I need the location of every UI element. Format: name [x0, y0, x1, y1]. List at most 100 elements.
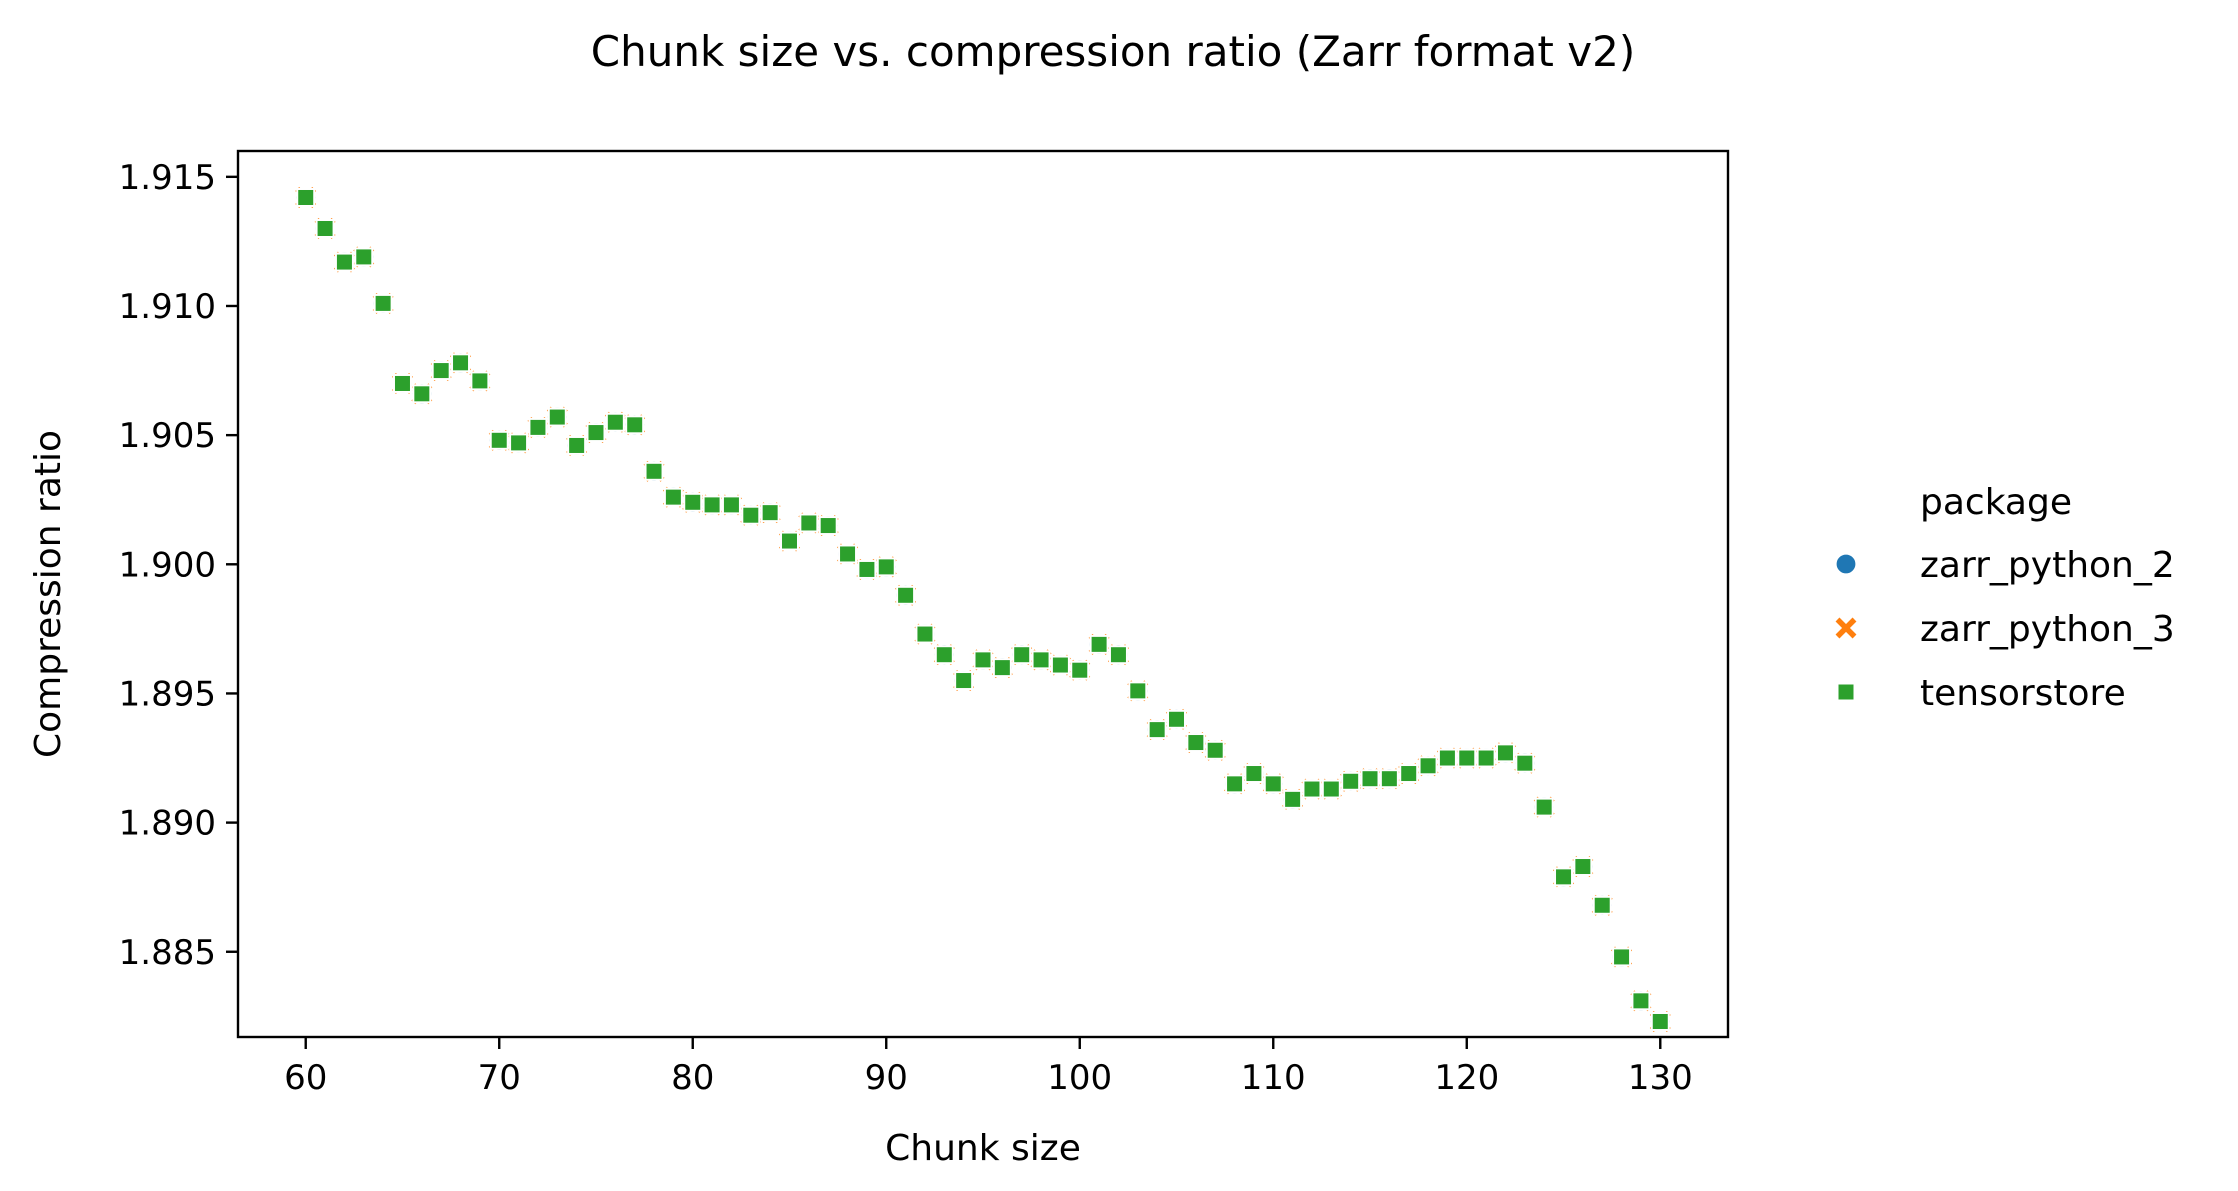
- data-point: [412, 384, 432, 404]
- data-point: [392, 373, 412, 393]
- data-point: [1534, 797, 1554, 817]
- data-point: [1302, 779, 1322, 799]
- data-point: [1554, 867, 1574, 887]
- data-point: [818, 516, 838, 536]
- data-point: [315, 218, 335, 238]
- data-point: [1399, 764, 1419, 784]
- data-point: [470, 371, 490, 391]
- data-point: [1592, 895, 1612, 915]
- data-point: [954, 671, 974, 691]
- series-zarr_python_2: [294, 185, 1672, 1034]
- data-point: [663, 487, 683, 507]
- data-point: [489, 430, 509, 450]
- x-tick-label: 80: [671, 1058, 714, 1098]
- data-point: [547, 407, 567, 427]
- data-point: [509, 433, 529, 453]
- data-point: [1379, 769, 1399, 789]
- data-point: [644, 461, 664, 481]
- data-point: [296, 187, 316, 207]
- data-point: [1631, 991, 1651, 1011]
- data-point: [605, 412, 625, 432]
- y-tick-label: 1.905: [119, 416, 216, 456]
- data-point: [1186, 733, 1206, 753]
- data-point: [1089, 634, 1109, 654]
- y-tick-label: 1.895: [119, 674, 216, 714]
- data-point: [779, 531, 799, 551]
- data-point: [1437, 748, 1457, 768]
- y-axis-label: Compression ratio: [28, 430, 69, 758]
- chart-title: Chunk size vs. compression ratio (Zarr f…: [591, 27, 1635, 76]
- data-point: [838, 544, 858, 564]
- data-point: [334, 252, 354, 272]
- data-point: [1650, 1012, 1670, 1032]
- x-tick-label: 100: [1047, 1058, 1112, 1098]
- y-tick-label: 1.910: [119, 287, 216, 327]
- legend-label: zarr_python_2: [1920, 545, 2175, 586]
- x-tick-label: 70: [478, 1058, 521, 1098]
- legend-title: package: [1920, 482, 2072, 523]
- data-point: [373, 293, 393, 313]
- data-point: [1263, 774, 1283, 794]
- data-point: [1147, 720, 1167, 740]
- series-zarr_python_3: [294, 185, 1672, 1034]
- y-tick-label: 1.890: [119, 804, 216, 844]
- data-points: [294, 185, 1672, 1034]
- data-point: [683, 492, 703, 512]
- data-point: [702, 495, 722, 515]
- data-point: [799, 513, 819, 533]
- data-point: [915, 624, 935, 644]
- data-point: [876, 557, 896, 577]
- legend: package zarr_python_2 zarr_python_3tensor…: [1834, 482, 2175, 714]
- data-point: [973, 650, 993, 670]
- legend-marker-tensorstore: [1836, 682, 1856, 702]
- data-point: [1360, 769, 1380, 789]
- x-tick-label: 120: [1434, 1058, 1499, 1098]
- data-point: [1495, 743, 1515, 763]
- data-point: [1515, 753, 1535, 773]
- x-tick-label: 130: [1628, 1058, 1693, 1098]
- data-point: [1341, 771, 1361, 791]
- data-point: [1070, 660, 1090, 680]
- legend-marker-zarr_python_3: [1834, 616, 1858, 640]
- data-point: [741, 505, 761, 525]
- data-point: [1321, 779, 1341, 799]
- y-axis: 1.885 1.890 1.895 1.900 1.905 1.910 1.915: [119, 158, 238, 973]
- data-point: [1573, 857, 1593, 877]
- x-axis-label: Chunk size: [885, 1128, 1081, 1169]
- data-point: [354, 247, 374, 267]
- data-point: [934, 645, 954, 665]
- data-point: [1128, 681, 1148, 701]
- data-point: [1205, 740, 1225, 760]
- data-point: [1418, 756, 1438, 776]
- x-tick-label: 60: [284, 1058, 327, 1098]
- data-point: [1108, 645, 1128, 665]
- data-point: [857, 559, 877, 579]
- data-point: [1225, 774, 1245, 794]
- data-point: [625, 415, 645, 435]
- y-tick-label: 1.900: [119, 545, 216, 585]
- data-point: [896, 585, 916, 605]
- data-point: [1031, 650, 1051, 670]
- data-point: [1167, 709, 1187, 729]
- data-point: [1457, 748, 1477, 768]
- data-point: [431, 361, 451, 381]
- legend-marker-zarr_python_2: [1834, 552, 1858, 576]
- series-tensorstore: [296, 187, 1670, 1032]
- data-point: [1050, 655, 1070, 675]
- y-tick-label: 1.915: [119, 158, 216, 198]
- data-point: [1283, 789, 1303, 809]
- data-point: [760, 503, 780, 523]
- x-axis: 60 70 80 90 100 110 120 130: [284, 1037, 1693, 1098]
- y-tick-label: 1.885: [119, 933, 216, 973]
- x-tick-label: 90: [865, 1058, 908, 1098]
- data-point: [1244, 764, 1264, 784]
- data-point: [451, 353, 471, 373]
- data-point: [1476, 748, 1496, 768]
- data-point: [1612, 947, 1632, 967]
- legend-label: tensorstore: [1920, 673, 2126, 714]
- legend-label: zarr_python_3: [1920, 609, 2175, 650]
- data-point: [721, 495, 741, 515]
- plot-area-frame: [236, 149, 1730, 1039]
- data-point: [528, 417, 548, 437]
